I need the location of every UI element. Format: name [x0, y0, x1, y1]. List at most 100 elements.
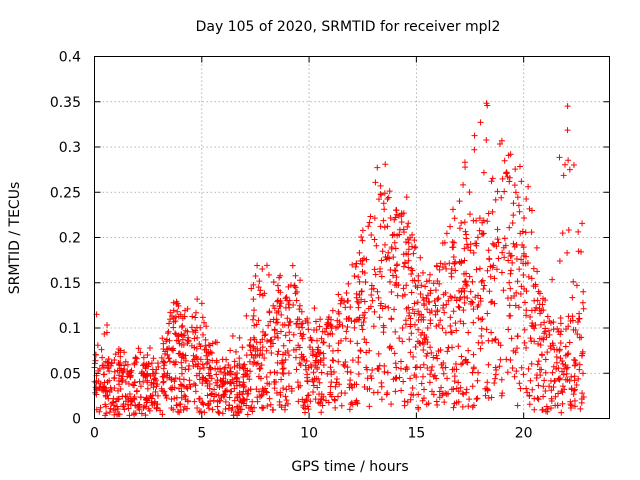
data-point: [491, 300, 498, 307]
data-point: [112, 351, 119, 358]
data-point: [434, 296, 441, 303]
data-point: [317, 395, 324, 402]
data-point: [204, 356, 211, 363]
data-point: [575, 315, 582, 322]
data-point: [310, 369, 317, 376]
data-point: [459, 403, 466, 410]
data-point: [264, 338, 271, 345]
data-point: [328, 379, 335, 386]
data-point: [107, 405, 114, 412]
data-point: [267, 318, 274, 325]
data-point: [556, 257, 563, 264]
data-point: [428, 388, 435, 395]
data-point: [543, 403, 550, 410]
data-point: [484, 102, 491, 109]
data-point: [170, 324, 177, 331]
data-point: [578, 395, 585, 402]
data-point: [559, 383, 566, 390]
data-point: [507, 285, 514, 292]
data-point: [444, 348, 451, 355]
data-point: [499, 249, 506, 256]
data-point: [354, 340, 361, 347]
data-point: [406, 336, 413, 343]
data-point: [492, 364, 499, 371]
data-point: [466, 273, 473, 280]
data-point: [493, 266, 500, 273]
data-point: [575, 375, 582, 382]
data-point: [99, 383, 106, 390]
data-point: [458, 353, 465, 360]
data-point: [549, 369, 556, 376]
x-axis-label: GPS time / hours: [291, 459, 408, 475]
data-point: [99, 354, 106, 361]
data-point: [290, 347, 297, 354]
data-point: [525, 273, 532, 280]
data-point: [575, 228, 582, 235]
data-point: [338, 402, 345, 409]
data-point: [111, 411, 118, 418]
data-point: [280, 385, 287, 392]
data-point: [283, 397, 290, 404]
data-point: [371, 266, 378, 273]
y-tick-label: 0.2: [59, 231, 81, 247]
data-point: [427, 371, 434, 378]
data-point: [199, 361, 206, 368]
data-point: [318, 409, 325, 416]
data-point: [212, 379, 219, 386]
data-point: [455, 398, 462, 405]
data-point: [203, 352, 210, 359]
data-point: [376, 314, 383, 321]
data-point: [377, 223, 384, 230]
data-point: [467, 247, 474, 254]
data-point: [130, 395, 137, 402]
data-point: [407, 375, 414, 382]
data-point: [336, 381, 343, 388]
data-point: [303, 358, 310, 365]
data-point: [504, 173, 511, 180]
data-point: [439, 264, 446, 271]
data-point: [550, 384, 557, 391]
data-point: [433, 352, 440, 359]
data-point: [434, 355, 441, 362]
data-point: [554, 402, 561, 409]
data-point: [399, 324, 406, 331]
data-point: [167, 385, 174, 392]
data-point: [285, 283, 292, 290]
data-point: [297, 330, 304, 337]
data-point: [385, 194, 392, 201]
data-point: [385, 304, 392, 311]
data-point: [415, 308, 422, 315]
data-point: [404, 236, 411, 243]
data-point: [193, 372, 200, 379]
data-point: [271, 333, 278, 340]
data-point: [214, 403, 221, 410]
data-point: [441, 239, 448, 246]
grid-lines: [94, 56, 610, 419]
data-point: [160, 378, 167, 385]
data-point: [451, 239, 458, 246]
data-point: [387, 266, 394, 273]
data-point: [202, 336, 209, 343]
data-point: [375, 365, 382, 372]
data-point: [363, 256, 370, 263]
data-point: [560, 371, 567, 378]
data-point: [564, 376, 571, 383]
data-point: [150, 355, 157, 362]
data-point: [384, 389, 391, 396]
data-point: [533, 244, 540, 251]
data-point: [213, 371, 220, 378]
data-point: [572, 357, 579, 364]
data-point: [377, 182, 384, 189]
data-point: [286, 304, 293, 311]
data-point: [265, 271, 272, 278]
data-point: [280, 359, 287, 366]
data-point: [445, 297, 452, 304]
data-point: [354, 316, 361, 323]
data-point: [153, 405, 160, 412]
data-point: [498, 137, 505, 144]
data-point: [305, 326, 312, 333]
data-point: [511, 182, 518, 189]
data-point: [206, 380, 213, 387]
data-point: [457, 384, 464, 391]
data-point: [459, 360, 466, 367]
